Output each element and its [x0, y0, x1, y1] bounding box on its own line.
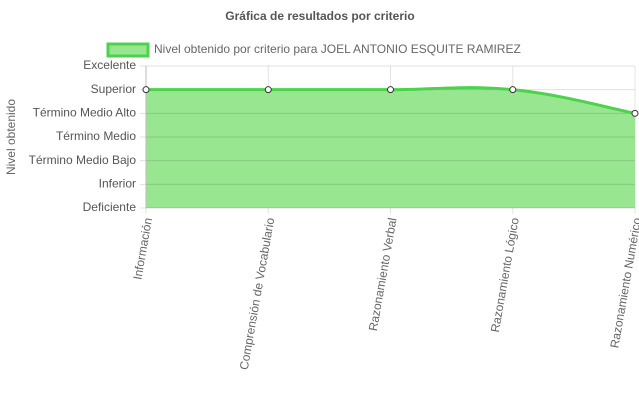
area	[146, 87, 635, 208]
x-tick-label: Razonamiento Verbal	[366, 217, 400, 332]
x-tick-label: Razonamiento Numérico	[607, 216, 639, 349]
point	[264, 86, 272, 94]
y-tick-label: Excelente	[83, 58, 136, 72]
y-tick-label: Deficiente	[83, 200, 137, 214]
y-tick-label: Superior	[91, 82, 136, 96]
point	[509, 86, 517, 94]
y-tick-label: Inferior	[99, 177, 136, 191]
y-axis-title: Nivel obtenido	[4, 99, 18, 175]
legend-label: Nivel obtenido por criterio para JOEL AN…	[154, 42, 521, 56]
x-tick-label: Razonamiento Lógico	[488, 216, 522, 333]
chart-title: Gráfica de resultados por criterio	[225, 9, 414, 23]
y-tick-label: Término Medio Bajo	[29, 153, 137, 167]
x-tick-label: Información	[130, 217, 155, 281]
y-tick-label: Término Medio Alto	[33, 106, 137, 120]
point	[631, 109, 639, 117]
point	[142, 86, 150, 94]
x-tick-label: Comprensión de Vocabulario	[237, 216, 278, 371]
point	[387, 86, 394, 94]
y-tick-label: Término Medio	[56, 129, 136, 143]
legend-swatch	[106, 42, 150, 58]
